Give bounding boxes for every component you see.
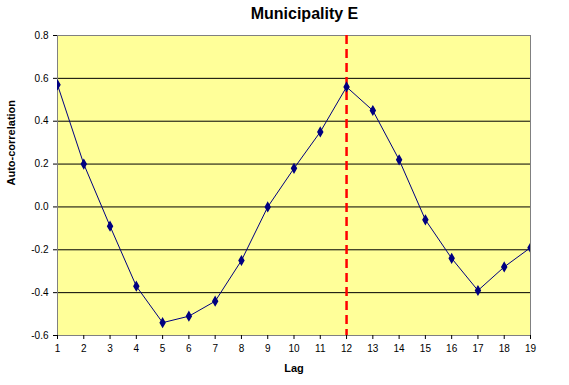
svg-text:18: 18 bbox=[499, 343, 511, 354]
svg-text:7: 7 bbox=[212, 343, 218, 354]
svg-text:0.4: 0.4 bbox=[35, 115, 49, 126]
svg-text:2: 2 bbox=[81, 343, 87, 354]
svg-text:15: 15 bbox=[420, 343, 432, 354]
svg-text:-0.2: -0.2 bbox=[31, 244, 49, 255]
svg-text:11: 11 bbox=[315, 343, 326, 354]
svg-text:6: 6 bbox=[186, 343, 192, 354]
svg-text:Lag: Lag bbox=[284, 362, 304, 374]
svg-text:14: 14 bbox=[394, 343, 406, 354]
svg-text:0.2: 0.2 bbox=[35, 158, 49, 169]
svg-text:10: 10 bbox=[288, 343, 300, 354]
svg-text:-0.4: -0.4 bbox=[31, 287, 49, 298]
svg-text:5: 5 bbox=[160, 343, 166, 354]
html-text:Municipality E: Municipality E bbox=[250, 5, 359, 22]
svg-text:3: 3 bbox=[107, 343, 113, 354]
svg-text:12: 12 bbox=[341, 343, 353, 354]
svg-text:17: 17 bbox=[472, 343, 484, 354]
svg-text:Auto-correlation: Auto-correlation bbox=[5, 100, 17, 186]
svg-text:16: 16 bbox=[446, 343, 458, 354]
svg-text:-0.6: -0.6 bbox=[31, 330, 49, 341]
svg-text:9: 9 bbox=[265, 343, 271, 354]
svg-text:8: 8 bbox=[239, 343, 245, 354]
svg-text:13: 13 bbox=[367, 343, 379, 354]
svg-text:0.6: 0.6 bbox=[35, 73, 49, 84]
svg-text:0.8: 0.8 bbox=[35, 30, 49, 41]
svg-text:1: 1 bbox=[55, 343, 61, 354]
svg-text:4: 4 bbox=[134, 343, 140, 354]
svg-text:0.0: 0.0 bbox=[35, 201, 49, 212]
svg-text:19: 19 bbox=[525, 343, 537, 354]
